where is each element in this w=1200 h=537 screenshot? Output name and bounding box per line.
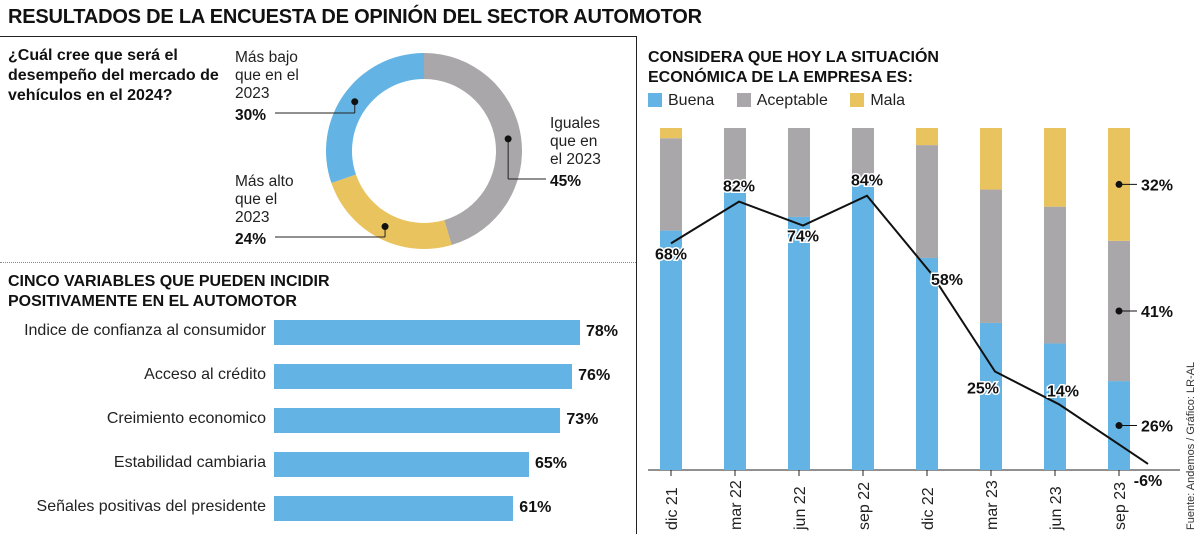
donut-label-line: que el bbox=[235, 191, 277, 208]
bar-buena bbox=[852, 182, 874, 470]
variable-value: 65% bbox=[535, 455, 568, 472]
legend-item-aceptable: Aceptable bbox=[736, 92, 828, 110]
donut-pct-mas-alto: 24% bbox=[235, 231, 266, 248]
bar-aceptable bbox=[852, 128, 874, 183]
vertical-divider bbox=[636, 36, 637, 534]
variable-label: Indice de confianza al consumidor bbox=[24, 322, 266, 339]
bar-buena bbox=[788, 216, 810, 470]
variable-label: Acceso al crédito bbox=[144, 366, 266, 383]
horizontal-divider bbox=[0, 262, 636, 263]
variable-bar bbox=[274, 364, 573, 389]
legend-swatch-aceptable bbox=[736, 93, 751, 107]
variables-title: CINCO VARIABLES QUE PUEDEN INCIDIR POSIT… bbox=[8, 272, 330, 312]
bar-mala bbox=[916, 128, 938, 146]
variable-label: Estabilidad cambiaria bbox=[113, 454, 266, 471]
line-value-label: 84% bbox=[851, 173, 883, 190]
bar-aceptable bbox=[724, 128, 746, 190]
line-value-label: -6% bbox=[1134, 473, 1162, 490]
line-value-label: 14% bbox=[1047, 383, 1079, 400]
variables-title-line2: POSITIVAMENTE EN EL AUTOMOTOR bbox=[8, 293, 297, 310]
donut-slice-mas-bajo bbox=[326, 53, 424, 184]
legend-swatch-buena bbox=[648, 93, 662, 107]
donut-label-line: que en bbox=[550, 133, 597, 150]
line-value-label: 58% bbox=[931, 272, 963, 289]
x-tick-label: sep 23 bbox=[1112, 482, 1129, 530]
x-tick-label: mar 22 bbox=[728, 480, 745, 530]
legend-item-mala: Mala bbox=[850, 92, 905, 110]
variables-bar-chart: Indice de confianza al consumidor 78% Acce… bbox=[0, 312, 636, 537]
bar-mala bbox=[1044, 128, 1066, 207]
bar-aceptable bbox=[1044, 206, 1066, 344]
bar-buena bbox=[724, 189, 746, 470]
x-tick-label: mar 23 bbox=[984, 480, 1001, 530]
legend-label-aceptable: Aceptable bbox=[756, 92, 828, 109]
donut-leader-dot bbox=[351, 98, 359, 106]
bar-aceptable bbox=[916, 145, 938, 258]
annotation-label: 41% bbox=[1141, 304, 1173, 321]
legend-swatch-mala bbox=[850, 93, 865, 107]
bar-buena bbox=[660, 230, 682, 470]
bar-mala bbox=[660, 128, 682, 139]
x-tick-label: sep 22 bbox=[856, 482, 873, 530]
variable-label: Señales positivas del presidente bbox=[36, 498, 266, 515]
variable-value: 78% bbox=[586, 323, 619, 340]
legend-item-buena: Buena bbox=[648, 92, 714, 110]
bar-aceptable bbox=[980, 189, 1002, 323]
bar-aceptable bbox=[660, 138, 682, 231]
situation-title-line1: CONSIDERA QUE HOY LA SITUACIÓN bbox=[648, 49, 939, 66]
line-value-label: 74% bbox=[787, 228, 819, 245]
bar-aceptable bbox=[788, 128, 810, 217]
line-value-label: 82% bbox=[723, 179, 755, 196]
x-tick-label: dic 21 bbox=[664, 487, 681, 530]
donut-label-line: el 2023 bbox=[550, 151, 601, 168]
donut-slice-iguales bbox=[424, 53, 522, 246]
donut-label-line: Más bajo bbox=[235, 49, 298, 66]
variable-bar bbox=[274, 320, 580, 345]
donut-question: ¿Cuál cree que será el desempeño del mer… bbox=[8, 47, 219, 104]
source-credit: Fuente: Andemos / Gráfico: LR-AL bbox=[1185, 361, 1197, 530]
annotation-label: 26% bbox=[1141, 419, 1173, 436]
line-value-label: 68% bbox=[655, 246, 687, 263]
donut-slice-mas-alto bbox=[331, 174, 452, 249]
x-tick-label: jun 23 bbox=[1048, 486, 1065, 531]
bar-buena bbox=[1044, 343, 1066, 470]
donut-label-line: 2023 bbox=[235, 85, 269, 102]
situation-title-line2: ECONÓMICA DE LA EMPRESA ES: bbox=[648, 69, 913, 86]
variables-title-line1: CINCO VARIABLES QUE PUEDEN INCIDIR bbox=[8, 273, 330, 290]
variable-bar bbox=[274, 452, 529, 477]
balance-line bbox=[670, 194, 1149, 465]
title-rule bbox=[0, 36, 636, 37]
variable-value: 61% bbox=[519, 499, 552, 516]
variable-bar bbox=[274, 408, 561, 433]
bar-buena bbox=[980, 322, 1002, 470]
donut-label-line: Iguales bbox=[550, 115, 600, 132]
variable-value: 73% bbox=[566, 411, 599, 428]
donut-label-line: 2023 bbox=[235, 209, 269, 226]
legend-label-mala: Mala bbox=[870, 92, 906, 109]
x-tick-label: jun 22 bbox=[792, 486, 809, 531]
variable-bar bbox=[274, 496, 514, 521]
donut-pct-mas-bajo: 30% bbox=[235, 107, 266, 124]
donut-pct-iguales: 45% bbox=[550, 173, 581, 190]
donut-label-line: Más alto bbox=[235, 173, 294, 190]
situation-title: CONSIDERA QUE HOY LA SITUACIÓN ECONÓMICA… bbox=[648, 48, 968, 88]
donut-leader-dot bbox=[381, 223, 389, 231]
variable-label: Creimiento economico bbox=[106, 410, 266, 427]
x-tick-label: dic 22 bbox=[920, 487, 937, 530]
legend-label-buena: Buena bbox=[668, 92, 715, 109]
variable-value: 76% bbox=[578, 367, 611, 384]
line-value-label: 25% bbox=[967, 381, 999, 398]
bar-buena bbox=[916, 257, 938, 470]
bar-mala bbox=[980, 128, 1002, 190]
annotation-label: 32% bbox=[1141, 177, 1173, 194]
situation-stacked-chart: dic 21 mar 22 jun 22 sep 22 dic 22 mar 23 jun … bbox=[648, 128, 1180, 531]
donut-leader-dot bbox=[504, 135, 512, 143]
donut-label-line: que en el bbox=[235, 67, 299, 84]
legend: Buena Aceptable Mala bbox=[648, 92, 923, 110]
main-title: RESULTADOS DE LA ENCUESTA DE OPINIÓN DEL… bbox=[8, 6, 702, 28]
